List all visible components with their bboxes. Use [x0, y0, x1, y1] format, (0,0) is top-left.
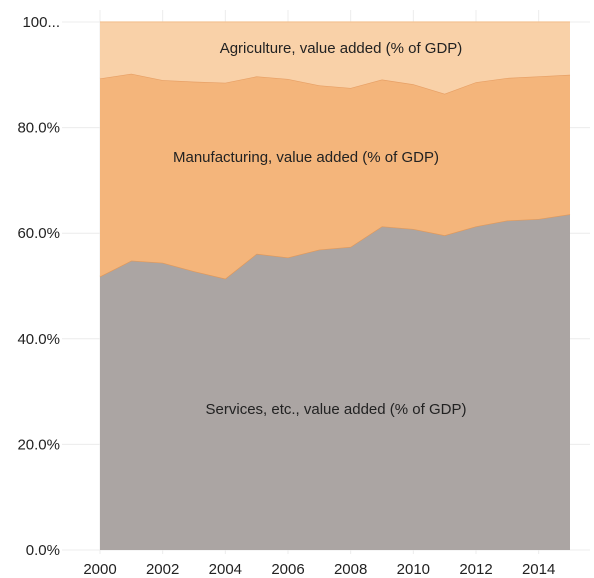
- y-axis: 0.0% 20.0% 40.0% 60.0% 80.0% 100...: [17, 14, 60, 559]
- y-tick-label: 0.0%: [26, 542, 60, 559]
- x-tick-label: 2002: [146, 561, 179, 578]
- y-tick-label: 100...: [22, 14, 60, 31]
- series-labels: Agriculture, value added (% of GDP) Manu…: [173, 40, 466, 418]
- y-tick-label: 20.0%: [17, 436, 60, 453]
- series-label-agriculture: Agriculture, value added (% of GDP): [220, 40, 463, 57]
- x-tick-label: 2010: [397, 561, 430, 578]
- x-tick-label: 2014: [522, 561, 555, 578]
- y-tick-label: 40.0%: [17, 331, 60, 348]
- x-tick-label: 2004: [209, 561, 242, 578]
- series-label-services: Services, etc., value added (% of GDP): [206, 401, 467, 418]
- x-tick-label: 2012: [459, 561, 492, 578]
- x-tick-label: 2006: [271, 561, 304, 578]
- area-services: [100, 214, 570, 550]
- x-axis: 2000 2002 2004 2006 2008 2010 2012 2014: [83, 561, 555, 578]
- y-tick-label: 80.0%: [17, 120, 60, 137]
- x-tick-label: 2008: [334, 561, 367, 578]
- area-agriculture: [100, 22, 570, 94]
- x-tick-label: 2000: [83, 561, 116, 578]
- y-tick-label: 60.0%: [17, 225, 60, 242]
- area-manufacturing: [100, 73, 570, 279]
- series-label-manufacturing: Manufacturing, value added (% of GDP): [173, 149, 439, 166]
- series-areas: [99, 21, 571, 550]
